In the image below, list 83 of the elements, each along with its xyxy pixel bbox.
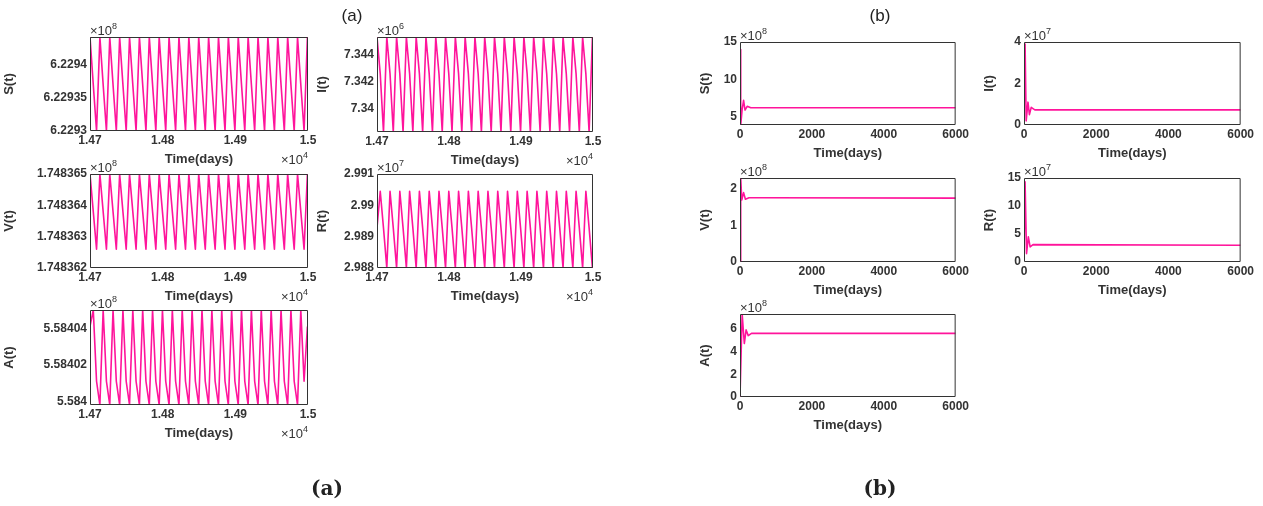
y-tick-label: 1.748364 [36,197,88,212]
y-tick-label: 1 [730,217,738,232]
x-tick-label: 1.48 [150,132,175,147]
x-tick-label: 2000 [1082,126,1110,141]
y-tick-label: 2 [730,366,738,381]
x-tick-label: 1.49 [223,406,248,421]
chart-title: (b) [869,6,891,26]
y-tick-label: 6.22935 [43,90,88,105]
x-tick-label: 1.5 [299,132,317,147]
x-tick-label: 1.5 [584,269,602,284]
y-tick-label: 5 [1014,226,1022,241]
y-tick-label: 6 [730,321,738,336]
x-tick-label: 1.49 [223,132,248,147]
x-tick-label: 1.47 [365,133,389,148]
y-tick-label: 15 [723,34,738,49]
y-axis-title: R(t) [314,209,330,233]
x-tick-label: 1.48 [437,133,461,148]
y-tick-label: 5 [730,109,738,124]
x-tick-label: 6000 [1227,126,1255,141]
y-tick-label: 6.2294 [50,57,88,72]
x-tick-label: 4000 [870,398,898,413]
x-tick-label: 4000 [870,126,898,141]
x-tick-label: 1.48 [150,269,175,284]
y-axis-title: S(t) [697,72,713,95]
x-axis-title: Time(days) [813,416,883,432]
text: (a) [311,476,343,500]
x-tick-label: 6000 [942,263,970,278]
x-tick-label: 4000 [870,263,898,278]
y-axis-title: I(t) [314,76,330,93]
y-tick-label: 2.989 [343,228,375,243]
x-axis-title: Time(days) [164,424,234,440]
x-axis-title: Time(days) [1098,281,1167,297]
y-axis-title: A(t) [1,346,17,369]
y-tick-label: 1.748363 [36,228,88,243]
y-tick-label: 5.584 [56,393,88,408]
x-tick-label: 4000 [1155,126,1183,141]
x-tick-label: 2000 [1082,263,1110,278]
y-axis-title: V(t) [697,209,713,231]
x-tick-label: 6000 [1227,263,1255,278]
x-axis-title: Time(days) [450,151,520,167]
y-tick-label: 2 [1014,75,1022,90]
text: (b) [863,476,897,500]
x-axis-title: Time(days) [1098,144,1167,160]
x-tick-label: 1.48 [150,406,175,421]
x-tick-label: 1.49 [509,133,533,148]
y-tick-label: 10 [723,71,738,86]
chart-title: (a) [341,6,363,26]
y-tick-label: 4 [1014,34,1022,49]
y-tick-label: 7.344 [343,47,375,62]
x-tick-label: 2000 [798,263,826,278]
x-tick-label: 1.48 [437,269,461,284]
x-tick-label: 1.49 [509,269,533,284]
x-tick-label: 6000 [942,398,970,413]
y-tick-label: 15 [1007,170,1022,185]
y-axis-title: I(t) [981,75,997,92]
y-tick-label: 2.991 [343,166,375,181]
y-tick-label: 1.748365 [36,166,88,181]
y-axis-title: S(t) [1,73,17,95]
y-tick-label: 7.34 [350,101,375,116]
y-axis-title: R(t) [981,208,997,232]
x-tick-label: 2000 [798,398,826,413]
x-axis-title: Time(days) [813,144,883,160]
x-axis-title: Time(days) [164,150,234,166]
y-tick-label: 5.58402 [43,357,88,372]
y-tick-label: 10 [1007,198,1022,213]
x-axis-title: Time(days) [450,287,520,303]
x-tick-label: 2000 [798,126,826,141]
y-tick-label: 7.342 [343,74,375,89]
x-axis-title: Time(days) [813,281,883,297]
y-axis-title: V(t) [1,210,17,232]
y-tick-label: 5.58404 [43,320,88,335]
x-axis-title: Time(days) [164,287,234,303]
x-tick-label: 6000 [942,126,970,141]
x-tick-label: 4000 [1155,263,1183,278]
y-tick-label: 4 [730,343,738,358]
x-tick-label: 1.49 [223,269,248,284]
x-tick-label: 1.5 [584,133,602,148]
y-tick-label: 2 [730,181,738,196]
x-tick-label: 1.47 [78,406,102,421]
y-tick-label: 2.99 [350,197,375,212]
x-tick-label: 1.5 [299,406,317,421]
x-tick-label: 1.5 [299,269,317,284]
y-axis-title: A(t) [697,344,713,367]
